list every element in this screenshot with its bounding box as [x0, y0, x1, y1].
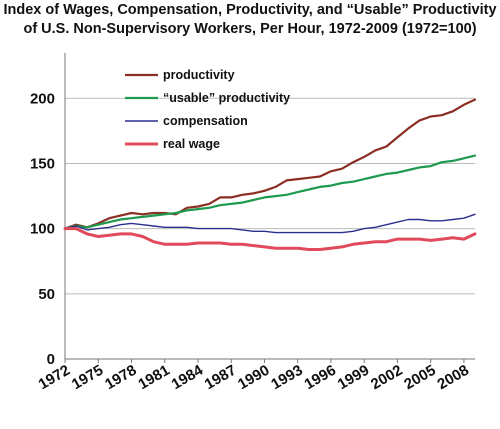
legend-label: real wage — [163, 137, 220, 151]
x-tick-label: 1999 — [335, 362, 372, 393]
legend-label: compensation — [163, 114, 248, 128]
x-tick-label: 2008 — [435, 362, 472, 393]
y-tick-label: 200 — [30, 90, 55, 107]
x-tick-label: 1996 — [302, 362, 339, 393]
axes — [64, 53, 475, 360]
x-tick-label: 1993 — [268, 362, 305, 393]
x-tick-label: 1990 — [235, 362, 272, 393]
chart-title: Index of Wages, Compensation, Productivi… — [3, 2, 497, 18]
x-tick-label: 1984 — [169, 361, 207, 393]
x-axis-ticks: 1972197519781981198419871990199319961999… — [36, 359, 472, 393]
y-tick-label: 0 — [47, 351, 55, 368]
legend-label: “usable” productivity — [163, 91, 290, 105]
series-lines — [63, 98, 477, 251]
legend: productivity “usable” productivity compens… — [125, 68, 290, 151]
y-tick-label: 100 — [30, 221, 55, 238]
series-line-productivity — [63, 98, 477, 230]
y-tick-label: 50 — [38, 286, 55, 303]
series-line-usable-productivity — [63, 154, 477, 230]
x-tick-label: 2002 — [368, 362, 405, 393]
series-line-real-wage — [63, 227, 477, 251]
x-tick-label: 1978 — [102, 362, 139, 393]
x-tick-label: 1975 — [69, 362, 106, 393]
y-tick-label: 150 — [30, 155, 55, 172]
x-tick-label: 1987 — [202, 362, 239, 393]
legend-label: productivity — [163, 68, 235, 82]
x-tick-label: 2005 — [401, 362, 438, 393]
series-line-compensation — [64, 213, 476, 234]
chart-subtitle: of U.S. Non-Supervisory Workers, Per Hou… — [23, 21, 477, 37]
x-tick-label: 1981 — [135, 362, 172, 393]
y-axis-ticks: 0 50 100 150 200 — [30, 90, 55, 368]
